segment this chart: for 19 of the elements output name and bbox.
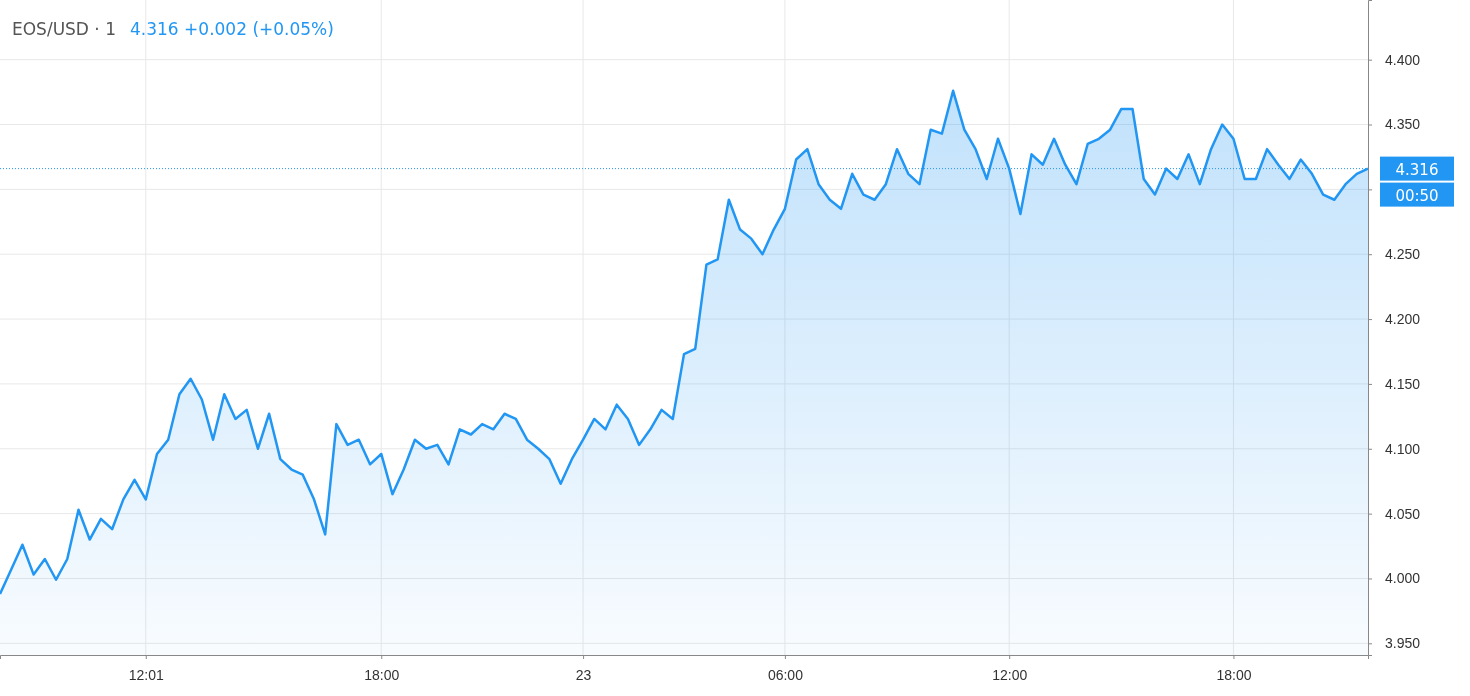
y-tick-label: 4.150 — [1385, 375, 1421, 392]
x-tick-label: 23 — [575, 667, 592, 684]
y-tick-label: 4.250 — [1385, 246, 1421, 263]
y-tick-label: 4.050 — [1385, 505, 1421, 522]
text: EOS/USD · 1 — [12, 19, 116, 39]
x-tick-label: 12:01 — [128, 667, 164, 684]
y-tick-label: 3.950 — [1385, 635, 1421, 652]
y-tick-label: 4.000 — [1385, 570, 1421, 587]
y-tick-label: 4.350 — [1385, 116, 1421, 133]
x-tick-label: 12:00 — [992, 667, 1028, 684]
x-tick-label: 06:00 — [767, 667, 804, 684]
y-tick-label: 4.400 — [1385, 51, 1421, 68]
y-tick-label: 4.100 — [1385, 440, 1421, 457]
text: 4.316 +0.002 (+0.05%) — [130, 19, 334, 39]
ref-line-label: 4.316 — [1395, 160, 1439, 179]
x-tick-label: 18:00 — [1216, 667, 1252, 684]
y-tick-label: 4.200 — [1385, 311, 1421, 328]
text: 00:50 — [1395, 186, 1439, 205]
x-tick-label: 18:00 — [364, 667, 400, 684]
